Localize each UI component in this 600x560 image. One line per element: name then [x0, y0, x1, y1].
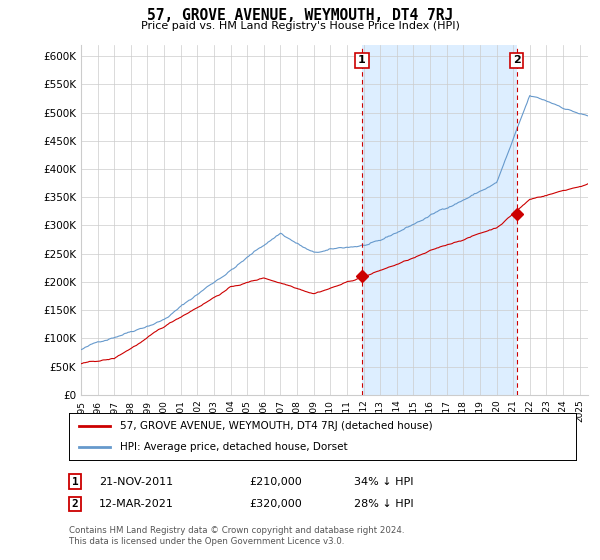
Text: £320,000: £320,000 [249, 499, 302, 509]
Text: 57, GROVE AVENUE, WEYMOUTH, DT4 7RJ: 57, GROVE AVENUE, WEYMOUTH, DT4 7RJ [147, 8, 453, 24]
Text: 1: 1 [71, 477, 79, 487]
Bar [362, 45, 517, 395]
Text: Contains HM Land Registry data © Crown copyright and database right 2024.
This d: Contains HM Land Registry data © Crown c… [69, 526, 404, 546]
Text: 12-MAR-2021: 12-MAR-2021 [99, 499, 174, 509]
Text: Price paid vs. HM Land Registry's House Price Index (HPI): Price paid vs. HM Land Registry's House … [140, 21, 460, 31]
Text: 2: 2 [512, 55, 520, 66]
Text: 1: 1 [358, 55, 366, 66]
Text: 21-NOV-2011: 21-NOV-2011 [99, 477, 173, 487]
Text: 2: 2 [71, 499, 79, 509]
Text: 28% ↓ HPI: 28% ↓ HPI [354, 499, 413, 509]
Text: HPI: Average price, detached house, Dorset: HPI: Average price, detached house, Dors… [120, 442, 347, 452]
Text: 57, GROVE AVENUE, WEYMOUTH, DT4 7RJ (detached house): 57, GROVE AVENUE, WEYMOUTH, DT4 7RJ (det… [120, 421, 433, 431]
Text: 34% ↓ HPI: 34% ↓ HPI [354, 477, 413, 487]
Text: £210,000: £210,000 [249, 477, 302, 487]
